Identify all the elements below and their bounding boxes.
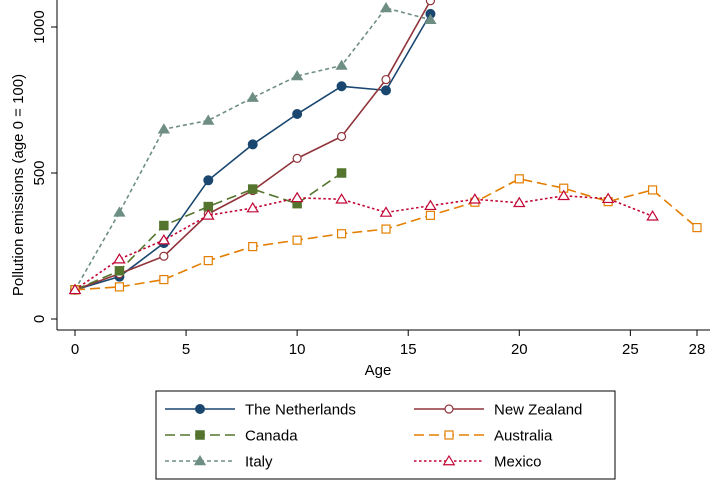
data-point [425, 0, 436, 6]
data-point [425, 210, 436, 220]
data-point [157, 233, 171, 245]
data-point [113, 252, 126, 264]
x-tick-label: 20 [511, 341, 528, 358]
data-point [647, 185, 658, 195]
legend-marker [444, 430, 454, 440]
y-tick-label: 1000 [31, 10, 48, 43]
data-point [247, 184, 258, 194]
x-axis-title: Age [365, 362, 392, 379]
y-tick-label: 500 [31, 160, 48, 185]
data-point [381, 224, 391, 234]
legend-item-canada: Canada [165, 428, 298, 445]
data-point [646, 210, 659, 221]
data-point [381, 74, 391, 85]
data-point [202, 114, 215, 125]
legend-marker [195, 404, 205, 414]
data-point [379, 2, 393, 13]
data-point [336, 131, 347, 142]
data-point [114, 282, 125, 292]
x-tick-label: 25 [622, 341, 639, 358]
data-point [113, 206, 126, 217]
data-point [290, 191, 304, 203]
data-point [335, 59, 348, 70]
data-point [514, 174, 524, 184]
legend-marker [444, 404, 454, 414]
data-point [424, 199, 437, 211]
legend-item-australia: Australia [414, 428, 553, 445]
data-point [424, 13, 437, 24]
legend-item-mexico: Mexico [414, 454, 542, 471]
legend-label: The Netherlands [245, 402, 356, 419]
axes: 0 5 10 15 20 25 28 0 500 1000 [31, 0, 710, 358]
data-point [291, 70, 304, 81]
data-point [512, 196, 526, 208]
legend-label: Mexico [494, 454, 542, 471]
data-point [468, 193, 482, 204]
data-point [336, 81, 347, 92]
data-point [335, 193, 348, 204]
data-point [246, 91, 259, 102]
data-point [247, 139, 258, 150]
data-point [292, 235, 302, 245]
series-line [74, 178, 698, 291]
data-point [381, 85, 391, 96]
data-point [379, 206, 393, 217]
data-point [159, 251, 169, 261]
data-point [557, 189, 571, 201]
series-the-netherlands [70, 8, 436, 295]
legend-item-italy: Italy [165, 454, 273, 471]
y-tick-label: 0 [31, 315, 48, 323]
x-tick-label: 0 [71, 341, 79, 358]
data-point [201, 209, 215, 220]
legend-item-new-zealand: New Zealand [414, 402, 582, 419]
data-point [159, 274, 169, 285]
data-point [336, 229, 347, 239]
legend-marker [442, 454, 456, 466]
data-point [292, 109, 303, 120]
series-mexico [68, 189, 659, 295]
series-line [74, 194, 653, 291]
series-italy [68, 2, 437, 295]
data-point [601, 192, 615, 204]
x-tick-label: 10 [289, 341, 306, 358]
legend: The Netherlands New Zealand Canada Australi… [155, 390, 616, 480]
x-tick-label: 5 [182, 341, 190, 358]
x-tick-label: 15 [400, 341, 417, 358]
data-point [159, 220, 169, 231]
data-point [692, 223, 702, 233]
legend-marker [195, 430, 205, 440]
legend-label: Italy [245, 454, 273, 471]
series-layer [68, 0, 702, 295]
data-point [292, 153, 302, 163]
series-canada [70, 168, 347, 295]
data-point [68, 283, 82, 295]
y-axis-title: Pollution emissions (age 0 = 100) [10, 74, 27, 296]
legend-item-the-netherlands: The Netherlands [165, 402, 356, 419]
data-point [203, 256, 213, 266]
data-point [336, 168, 347, 178]
legend-label: New Zealand [494, 402, 582, 419]
series-australia [70, 174, 702, 295]
series-line [74, 7, 431, 291]
data-point [114, 266, 125, 276]
legend-label: Australia [494, 428, 553, 445]
legend-marker [193, 455, 207, 466]
data-point [157, 123, 170, 134]
x-tick-label: 28 [689, 341, 706, 358]
data-point [246, 201, 260, 213]
legend-label: Canada [245, 428, 298, 445]
data-point [203, 175, 214, 186]
data-point [248, 241, 258, 252]
